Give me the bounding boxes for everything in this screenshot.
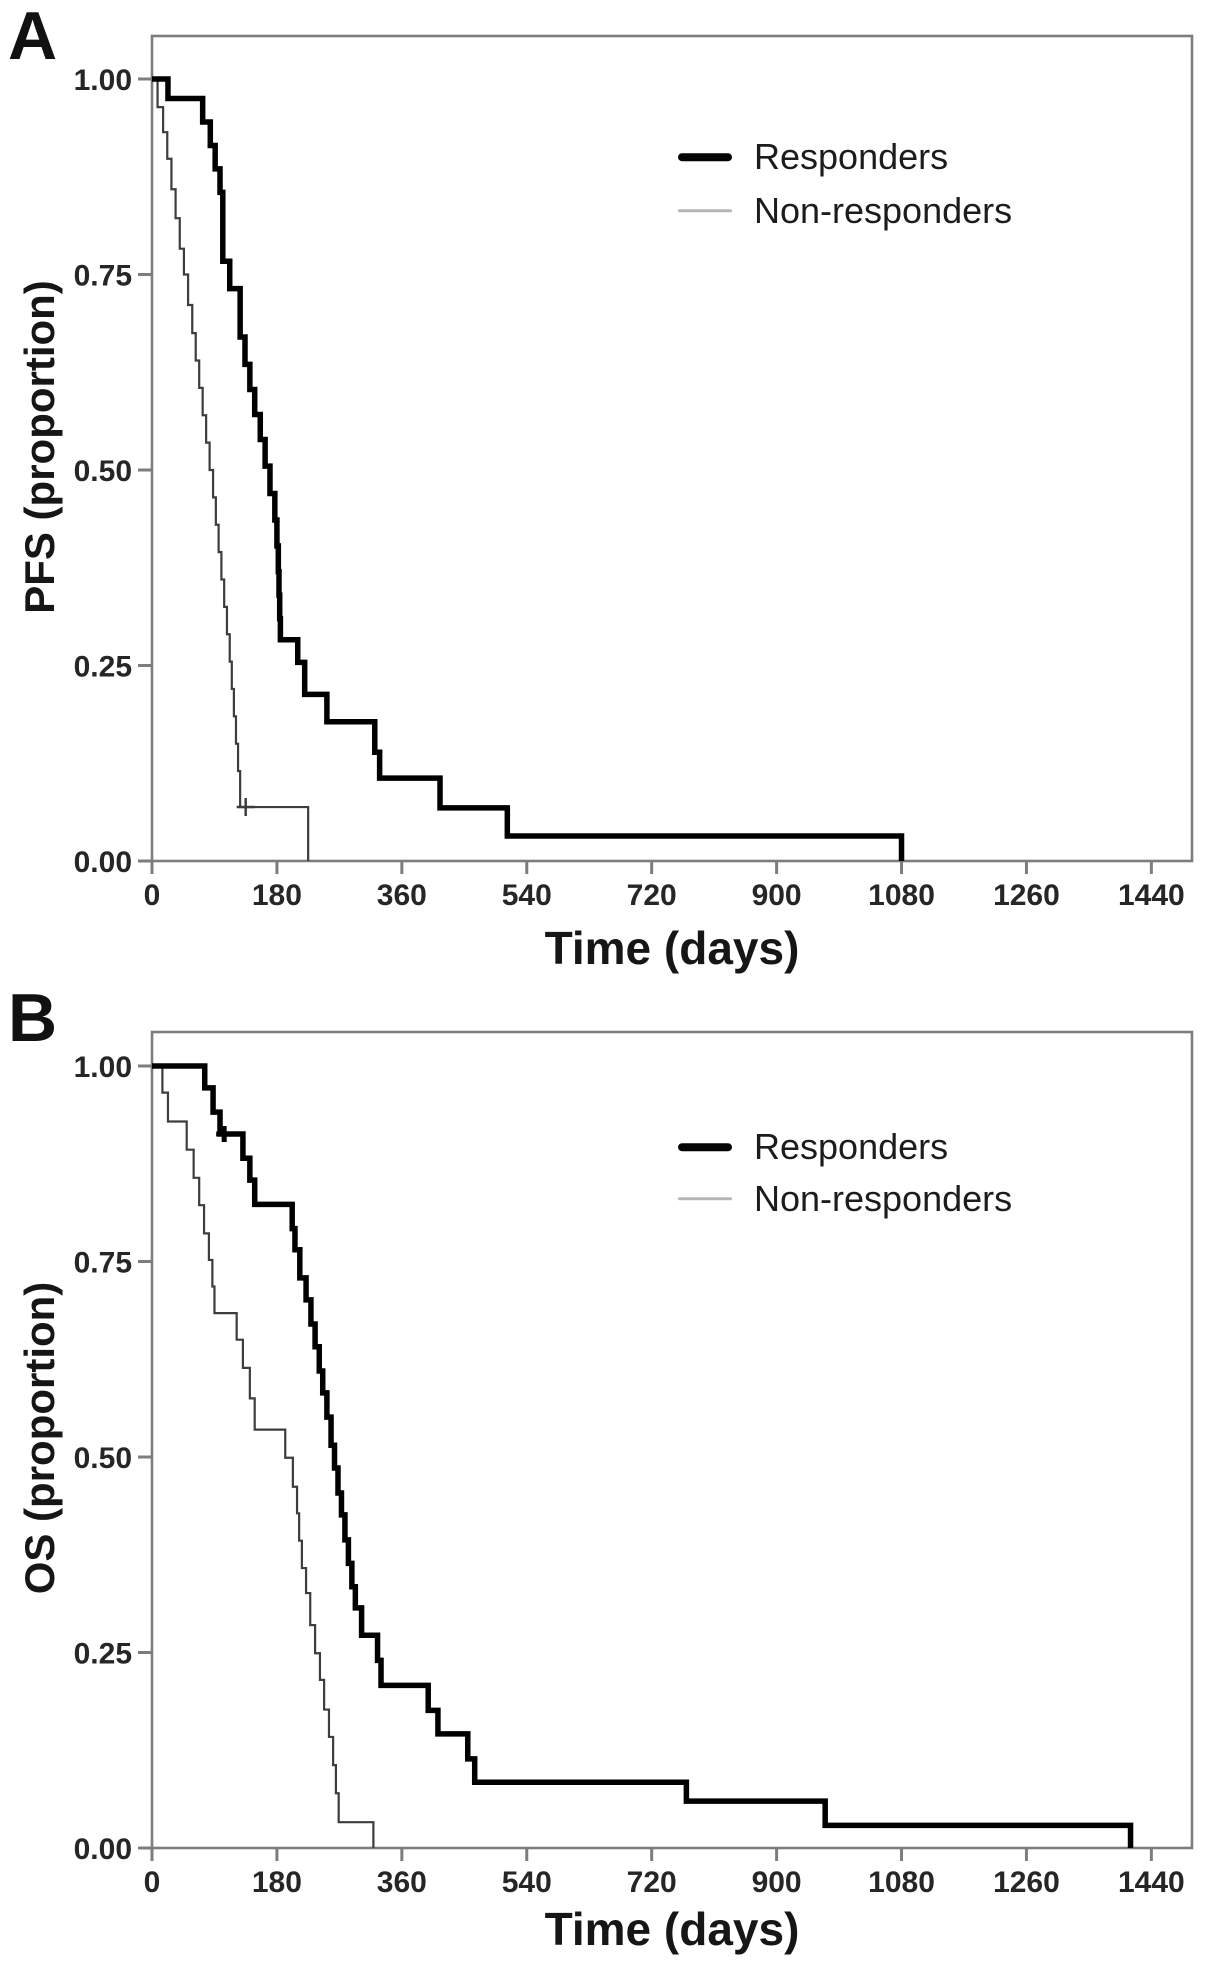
legend-label: Responders xyxy=(754,1126,949,1168)
x-tick-label: 720 xyxy=(627,1866,677,1899)
non-responders-curve xyxy=(152,1064,375,1848)
x-tick-label: 1260 xyxy=(993,1866,1060,1899)
x-tick-label: 540 xyxy=(502,879,552,912)
x-tick-label: 180 xyxy=(252,879,302,912)
x-tick-label: 1440 xyxy=(1118,879,1185,912)
os-y-axis-title: OS (proportion) xyxy=(16,1281,63,1595)
x-tick-label: 360 xyxy=(377,879,427,912)
responders-line-swatch xyxy=(678,153,732,161)
x-tick-label: 1440 xyxy=(1118,1866,1185,1899)
non-responders-line-swatch xyxy=(678,1197,732,1201)
x-tick-label: 1080 xyxy=(868,879,935,912)
plot-frame xyxy=(150,34,1194,863)
x-tick-label: 720 xyxy=(627,879,677,912)
y-tick-label: 0.25 xyxy=(74,651,132,684)
legend-label: Non-responders xyxy=(754,1178,1013,1220)
y-tick-label: 0.00 xyxy=(74,1833,132,1866)
y-tick-label: 0.25 xyxy=(74,1638,132,1671)
x-tick-label: 0 xyxy=(144,879,161,912)
panel-b-label: B xyxy=(8,980,58,1056)
pfs-x-axis-title: Time (days) xyxy=(544,922,800,974)
non-responders-line-swatch xyxy=(678,209,732,213)
os-x-axis-title: Time (days) xyxy=(544,1903,800,1955)
x-tick-label: 180 xyxy=(252,1866,302,1899)
legend-label: Non-responders xyxy=(754,190,1013,232)
x-tick-label: 540 xyxy=(502,1866,552,1899)
y-tick-label: 0.75 xyxy=(74,260,132,293)
non-responders-curve xyxy=(152,77,310,861)
x-tick-label: 900 xyxy=(752,1866,802,1899)
legend-label: Responders xyxy=(754,136,949,178)
responders-line-swatch xyxy=(678,1143,732,1151)
legend-item-responders-pfs: Responders xyxy=(678,137,948,177)
x-tick-label: 1080 xyxy=(868,1866,935,1899)
y-tick-label: 0.50 xyxy=(74,1442,132,1475)
x-tick-label: 1260 xyxy=(993,879,1060,912)
y-tick-label: 0.75 xyxy=(74,1247,132,1280)
legend-item-responders-os: Responders xyxy=(678,1127,948,1167)
plot-frame xyxy=(150,1030,1194,1850)
x-tick-label: 0 xyxy=(144,1866,161,1899)
panel-a-label: A xyxy=(8,0,58,74)
x-tick-label: 360 xyxy=(377,1866,427,1899)
os-km-chart: 1.00 0.75 0.50 0.25 0.00 0 180 360 540 720 900 1080… xyxy=(74,1030,1194,1899)
pfs-y-axis-title: PFS (proportion) xyxy=(16,280,63,614)
responders-curve xyxy=(152,76,905,861)
y-tick-label: 0.00 xyxy=(74,846,132,879)
y-tick-label: 1.00 xyxy=(74,1051,132,1084)
responders-curve xyxy=(152,1063,1134,1848)
legend-item-non-responders-pfs: Non-responders xyxy=(678,191,1012,231)
y-tick-label: 0.50 xyxy=(74,455,132,488)
y-tick-label: 1.00 xyxy=(74,64,132,97)
x-tick-label: 900 xyxy=(752,879,802,912)
legend-item-non-responders-os: Non-responders xyxy=(678,1179,1012,1219)
pfs-km-chart: 1.00 0.75 0.50 0.25 0.00 0 180 360 540 720 900 1080… xyxy=(74,34,1194,912)
